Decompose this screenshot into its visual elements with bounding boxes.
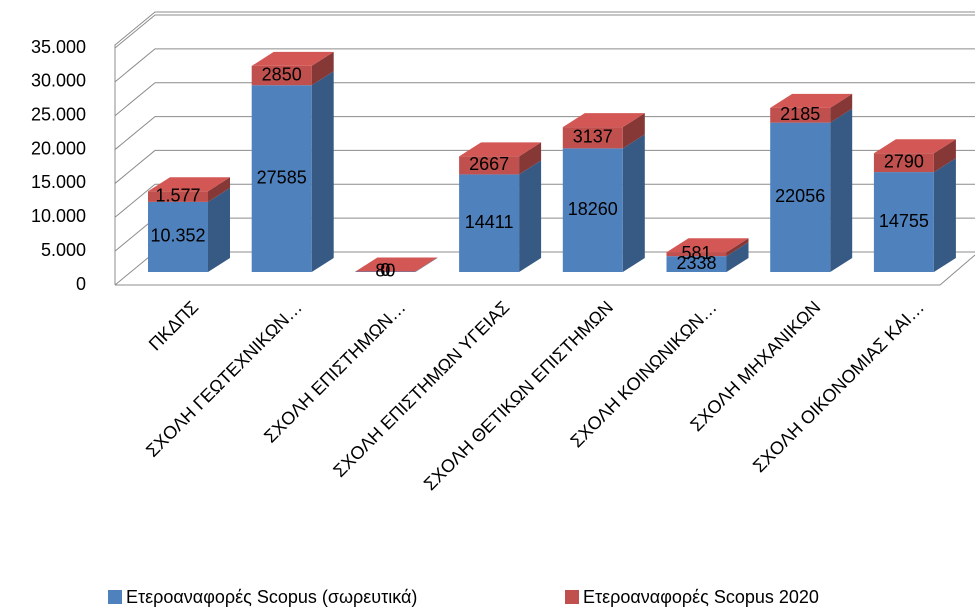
data-label: 2338 (676, 253, 716, 273)
data-label: 10.352 (150, 226, 205, 246)
y-tick-label: 35.000 (31, 37, 86, 57)
bar-segment (148, 187, 230, 272)
legend-label: Ετεροαναφορές Scopus (σωρευτικά) (126, 587, 417, 607)
bar-top (873, 139, 956, 154)
bar-front (562, 127, 623, 149)
data-label: 80 (375, 260, 395, 280)
grid-line (114, 14, 975, 49)
bar-side (622, 134, 645, 272)
data-label: 2790 (884, 151, 924, 171)
bar-side (519, 142, 542, 175)
bar-segment (148, 177, 230, 202)
bar-segment (666, 242, 749, 272)
bar-side (208, 187, 230, 272)
bar-top (355, 257, 438, 272)
data-label: 1.577 (155, 185, 200, 205)
data-label: 22056 (775, 186, 825, 206)
bar-segment (459, 160, 542, 272)
bar-segment (770, 108, 853, 272)
grid-line (114, 149, 975, 184)
x-tick-label: ΠΚΔΠΣ (145, 297, 202, 354)
bar-top (459, 142, 542, 157)
legend-swatch (108, 590, 122, 604)
bar-top (148, 177, 230, 192)
grid-line (114, 183, 975, 218)
bar-front (148, 191, 208, 202)
data-label: 2667 (469, 154, 509, 174)
bar-side (933, 158, 956, 272)
bar-front (459, 174, 520, 272)
bar-segment (873, 139, 956, 173)
bar-front (251, 85, 312, 272)
bar-segment (251, 51, 334, 86)
bar-front (770, 122, 831, 272)
data-label: 0 (380, 260, 390, 280)
bar-side (726, 242, 749, 272)
bar-top (770, 93, 853, 108)
bar-front (873, 153, 934, 173)
walls (114, 11, 976, 286)
legend-swatch (565, 590, 579, 604)
data-label: 2850 (262, 64, 302, 84)
bar-side (933, 139, 956, 173)
bar-front (562, 148, 623, 272)
bar-side (726, 238, 749, 257)
bar-segment (562, 113, 645, 149)
bar-top (562, 113, 645, 128)
bar-side (208, 177, 230, 202)
bar-front (251, 65, 312, 86)
bar-segment (355, 257, 438, 272)
x-tick-label: ΣΧΟΛΗ ΟΙΚΟΝΟΜΙΑΣ ΚΑΙ… (749, 297, 928, 476)
data-label: 14411 (465, 212, 514, 232)
bar-side (519, 160, 542, 272)
y-tick-label: 0 (76, 274, 86, 294)
y-tick-label: 25.000 (31, 104, 86, 124)
bar-front (873, 172, 934, 272)
bar-segment (873, 158, 956, 272)
grid-line (114, 82, 975, 117)
grid-line (114, 48, 975, 83)
bar-front (770, 107, 831, 123)
bar-front (666, 256, 727, 272)
floor-frame (115, 254, 976, 286)
data-label: 14755 (879, 211, 929, 231)
wall-frame (114, 11, 975, 285)
bar-side (830, 108, 853, 272)
x-tick-label: ΣΧΟΛΗ ΕΠΙΣΤΗΜΩΝ ΥΓΕΙΑΣ (329, 297, 513, 481)
y-tick-label: 15.000 (31, 172, 86, 192)
data-label: 27585 (257, 167, 307, 187)
y-tick-label: 5.000 (41, 240, 86, 260)
bar-segment (459, 142, 542, 175)
bar-top (251, 51, 334, 66)
bar-side (622, 113, 645, 149)
bar-front (148, 201, 208, 272)
bar-segment (251, 71, 334, 272)
bar-front (355, 271, 416, 272)
grid-line (114, 116, 975, 150)
bar-front (666, 252, 727, 257)
bar-segment (355, 257, 438, 272)
data-label: 2185 (780, 104, 820, 124)
bar-side (311, 51, 334, 86)
bar-side (415, 257, 438, 272)
data-label: 3137 (573, 126, 613, 146)
bar-segment (666, 238, 749, 257)
bar-segment (770, 93, 853, 123)
y-tick-label: 10.000 (31, 206, 86, 226)
bar-side (830, 93, 853, 123)
bar-front (459, 156, 520, 175)
x-tick-label: ΣΧΟΛΗ ΘΕΤΙΚΩΝ ΕΠΙΣΤΗΜΩΝ (420, 297, 617, 494)
legend-label: Ετεροαναφορές Scopus 2020 (583, 587, 819, 607)
y-tick-label: 20.000 (31, 138, 86, 158)
data-label: 581 (681, 243, 711, 263)
data-label: 18260 (568, 199, 618, 219)
y-tick-label: 30.000 (31, 71, 86, 91)
bar-top (666, 238, 749, 253)
bar-side (311, 71, 334, 272)
bar-segment (562, 134, 645, 272)
